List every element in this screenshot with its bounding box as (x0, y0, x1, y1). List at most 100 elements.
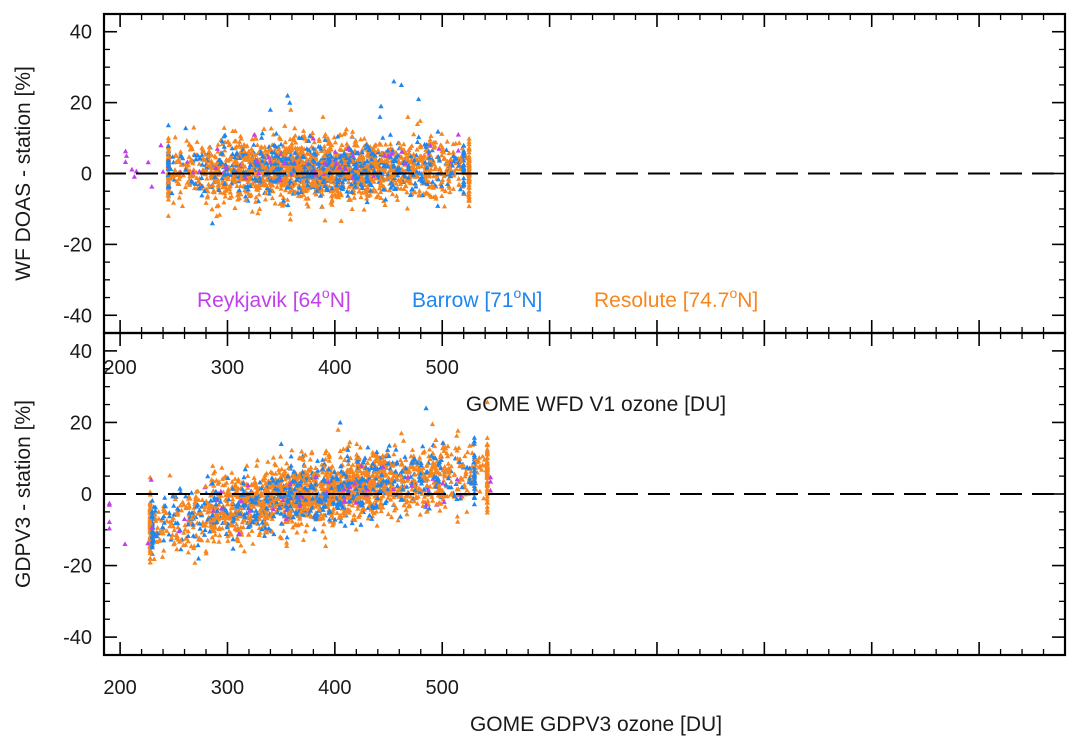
point-resolute (281, 528, 287, 533)
point-barrow (224, 524, 230, 530)
point-resolute (353, 526, 359, 532)
y-tick-label: 40 (70, 341, 92, 363)
point-resolute (406, 469, 412, 475)
point-barrow (341, 493, 347, 499)
point-resolute (300, 537, 307, 542)
point-resolute (173, 153, 179, 158)
point-barrow (354, 490, 360, 496)
point-resolute (269, 510, 275, 515)
point-resolute (437, 508, 443, 513)
point-resolute (241, 141, 247, 147)
point-resolute (235, 478, 241, 484)
point-barrow (257, 166, 263, 171)
point-resolute (242, 163, 248, 169)
point-resolute (290, 153, 296, 159)
point-resolute (235, 538, 241, 543)
point-resolute (230, 128, 236, 133)
point-resolute (276, 158, 282, 164)
point-resolute (311, 139, 317, 145)
point-resolute (185, 549, 191, 555)
point-resolute (347, 439, 353, 445)
point-resolute (373, 162, 380, 168)
point-resolute (203, 548, 209, 554)
point-resolute (333, 168, 339, 173)
point-barrow (405, 165, 411, 171)
point-resolute (466, 149, 472, 155)
point-resolute (262, 485, 269, 491)
point-resolute (480, 453, 486, 459)
point-resolute (484, 469, 490, 474)
point-barrow (274, 499, 280, 505)
point-barrow (411, 456, 417, 462)
point-resolute (338, 218, 344, 223)
point-barrow (165, 143, 171, 148)
point-resolute (284, 539, 290, 545)
point-resolute (203, 519, 209, 525)
point-resolute (273, 471, 279, 476)
point-resolute (206, 144, 212, 150)
point-resolute (335, 188, 341, 194)
point-barrow (240, 486, 246, 492)
point-resolute (206, 183, 212, 189)
point-resolute (294, 529, 300, 535)
point-barrow (170, 493, 176, 499)
point-resolute (191, 124, 197, 130)
point-resolute (338, 192, 344, 198)
point-reykjavik (254, 158, 260, 164)
point-barrow (461, 162, 467, 167)
point-resolute (287, 211, 293, 216)
point-resolute (417, 511, 423, 517)
point-resolute (210, 463, 216, 468)
point-resolute (322, 153, 328, 159)
point-resolute (299, 178, 305, 184)
point-resolute (439, 193, 445, 198)
point-resolute (191, 167, 197, 172)
point-resolute (176, 181, 182, 186)
point-resolute (481, 495, 487, 501)
point-resolute (456, 181, 462, 187)
point-barrow (202, 527, 208, 532)
point-resolute (466, 153, 472, 159)
point-resolute (401, 186, 407, 191)
point-resolute (209, 477, 215, 482)
point-resolute (405, 503, 412, 509)
point-barrow (199, 175, 205, 180)
point-barrow (199, 161, 205, 167)
point-barrow (349, 189, 355, 194)
point-resolute (281, 150, 287, 156)
point-resolute (466, 182, 472, 187)
point-barrow (383, 196, 389, 202)
point-resolute (211, 483, 217, 488)
point-resolute (302, 452, 308, 457)
point-resolute (387, 141, 394, 147)
point-resolute (300, 128, 307, 133)
point-resolute (430, 459, 436, 465)
y-tick-label: -20 (63, 234, 92, 256)
point-barrow (395, 172, 401, 178)
scatter-points (122, 78, 472, 226)
point-resolute (417, 455, 423, 460)
point-resolute (227, 156, 233, 161)
point-resolute (412, 161, 418, 167)
point-reykjavik (402, 161, 408, 166)
point-resolute (466, 166, 472, 171)
point-resolute (279, 181, 285, 187)
point-resolute (164, 518, 170, 523)
point-barrow (223, 161, 229, 167)
point-barrow (236, 187, 242, 193)
point-resolute (407, 179, 413, 185)
point-resolute (211, 538, 217, 544)
point-resolute (262, 472, 268, 478)
point-resolute (404, 511, 410, 517)
point-resolute (421, 494, 428, 499)
point-barrow (432, 455, 439, 461)
point-barrow (199, 192, 205, 198)
point-barrow (259, 135, 265, 140)
point-resolute (459, 145, 465, 151)
point-reykjavik (332, 149, 338, 154)
point-reykjavik (345, 146, 351, 151)
point-barrow (229, 145, 235, 151)
point-barrow (280, 198, 287, 203)
point-resolute (358, 493, 364, 499)
point-barrow (457, 186, 464, 192)
